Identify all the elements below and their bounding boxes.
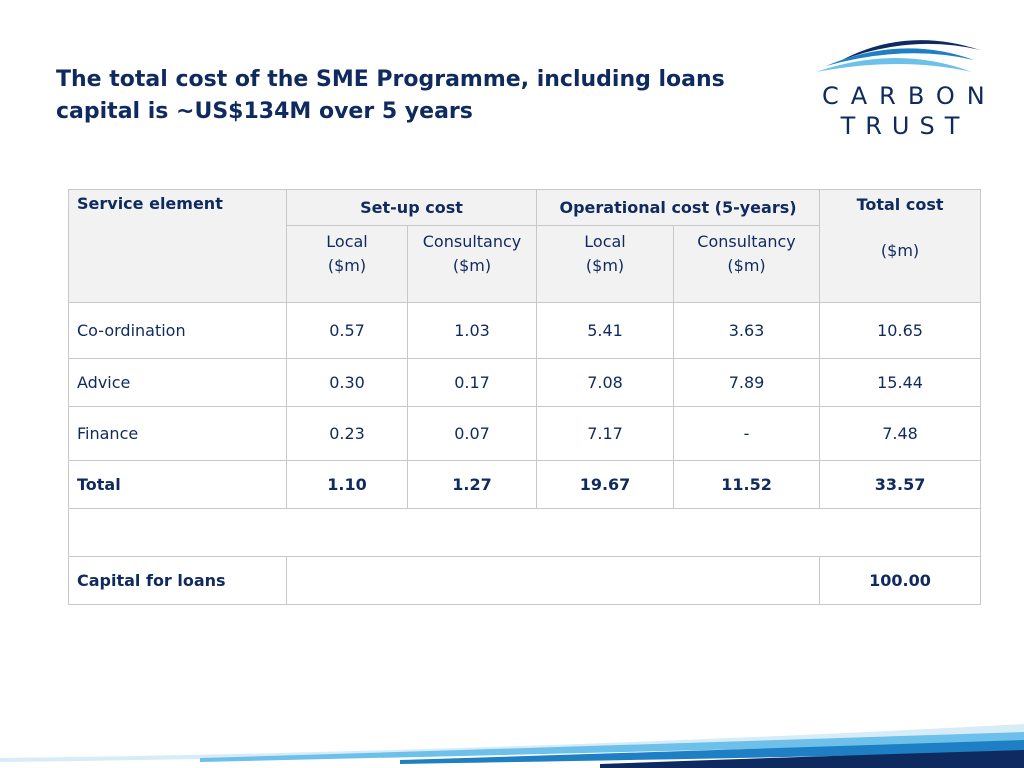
header-row-top: Service element Set-up cost Operational … (68, 189, 982, 303)
header-total-cost-label: Total cost (856, 195, 944, 214)
total-setup-local: 1.10 (286, 460, 408, 509)
total-row-label: Total (68, 460, 287, 509)
cell-setup-local: 0.23 (286, 406, 408, 461)
cell-op-consultancy: 3.63 (673, 302, 821, 359)
empty-cell (285, 556, 821, 605)
slide-title-line-1: The total cost of the SME Programme, inc… (56, 67, 725, 92)
cell-total: 15.44 (819, 358, 982, 407)
logo-word-carbon: CARBON (822, 82, 997, 110)
header-op-consultancy-label: Consultancy (697, 232, 796, 251)
row-label: Advice (68, 358, 287, 407)
carbon-trust-logo: CARBON TRUST (812, 30, 985, 140)
header-op-local: Local ($m) (536, 225, 675, 303)
capital-row-label: Capital for loans (68, 556, 287, 605)
slide-title: The total cost of the SME Programme, inc… (56, 64, 776, 128)
header-setup-cost: Set-up cost (285, 189, 538, 226)
header-service-element: Service element (68, 189, 287, 303)
header-op-local-unit: ($m) (585, 256, 625, 275)
cell-op-local: 5.41 (536, 302, 675, 359)
cell-setup-local: 0.30 (286, 358, 408, 407)
total-setup-consultancy: 1.27 (406, 460, 538, 509)
row-label: Finance (68, 406, 287, 461)
row-label: Co-ordination (68, 302, 287, 359)
table-row: Advice 0.30 0.17 7.08 7.89 15.44 (68, 358, 982, 407)
header-setup-local-label: Local (326, 232, 368, 251)
logo-swoosh-icon (816, 40, 980, 72)
capital-total: 100.00 (819, 556, 982, 605)
cell-setup-consultancy: 0.17 (406, 358, 538, 407)
total-row: Total 1.10 1.27 19.67 11.52 33.57 (68, 460, 982, 509)
header-op-local-label: Local (584, 232, 626, 251)
cell-total: 10.65 (819, 302, 982, 359)
total-op-consultancy: 11.52 (673, 460, 821, 509)
header-setup-consultancy-unit: ($m) (452, 256, 492, 275)
cell-setup-consultancy: 1.03 (406, 302, 538, 359)
total-grand: 33.57 (819, 460, 982, 509)
table-row: Co-ordination 0.57 1.03 5.41 3.63 10.65 (68, 302, 982, 359)
total-op-local: 19.67 (536, 460, 675, 509)
header-setup-consultancy: Consultancy ($m) (406, 225, 538, 303)
empty-cell (67, 508, 982, 557)
header-op-consultancy-unit: ($m) (727, 256, 766, 275)
header-operational-cost: Operational cost (5-years) (536, 189, 821, 226)
header-setup-local-unit: ($m) (327, 256, 367, 275)
header-setup-local: Local ($m) (286, 225, 408, 303)
header-op-consultancy: Consultancy ($m) (673, 225, 821, 303)
cost-table: Service element Set-up cost Operational … (67, 189, 982, 605)
header-total-cost: Total cost ($m) (819, 189, 982, 303)
table-row: Finance 0.23 0.07 7.17 - 7.48 (68, 406, 982, 461)
logo-word-trust: TRUST (840, 112, 970, 140)
cell-op-consultancy: 7.89 (673, 358, 821, 407)
cell-op-local: 7.08 (536, 358, 675, 407)
cell-total: 7.48 (819, 406, 982, 461)
header-setup-consultancy-label: Consultancy (422, 232, 522, 251)
header-row-sub: Local ($m) Consultancy ($m) Local ($m) C… (69, 225, 981, 303)
slide-title-line-2: capital is ~US$134M over 5 years (56, 99, 473, 124)
footer-wave-decoration (0, 724, 1024, 768)
cell-setup-local: 0.57 (286, 302, 408, 359)
cell-op-consultancy: - (673, 406, 821, 461)
cell-setup-consultancy: 0.07 (406, 406, 538, 461)
spacer-row (67, 508, 982, 557)
capital-row: Capital for loans 100.00 (68, 556, 982, 605)
header-total-cost-unit: ($m) (880, 241, 920, 260)
cell-op-local: 7.17 (536, 406, 675, 461)
